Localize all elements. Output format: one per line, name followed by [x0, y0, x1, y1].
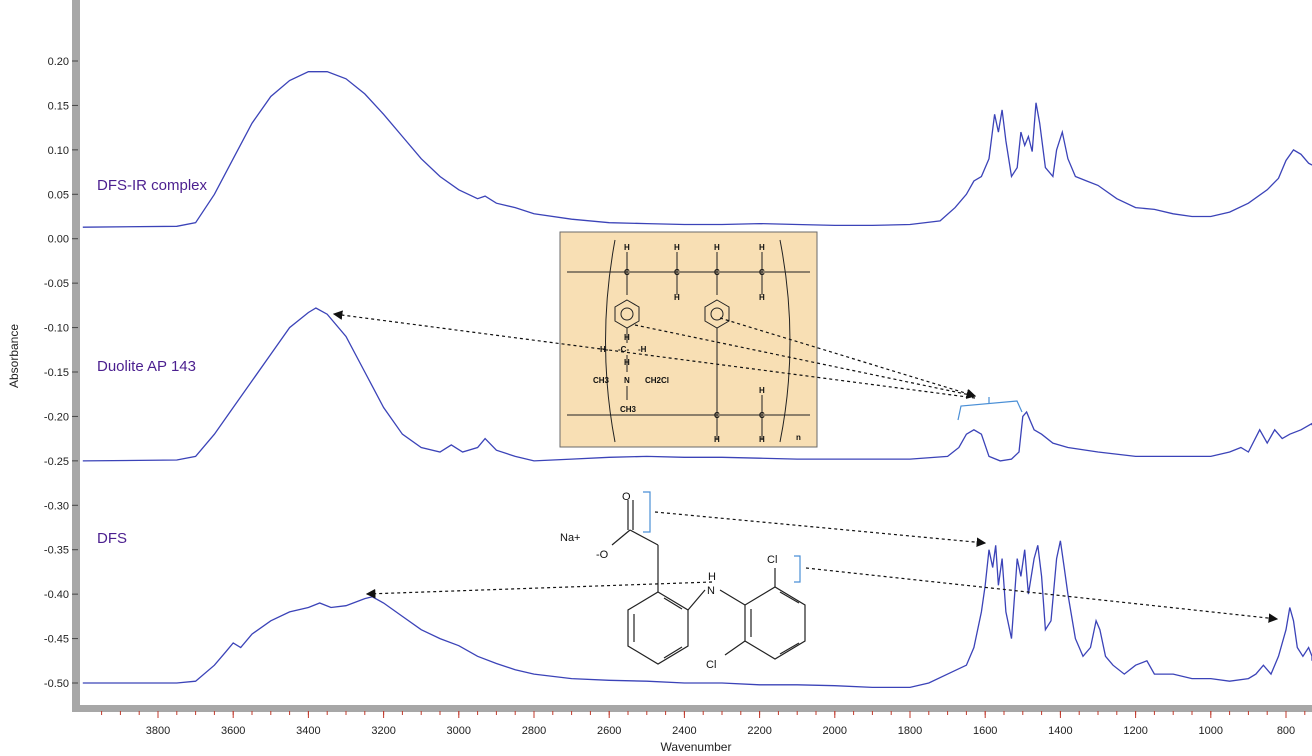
- y-axis-bar: [72, 0, 80, 712]
- x-tick-label: 2600: [597, 725, 621, 737]
- resin-label-c-mid: -C-: [618, 345, 629, 354]
- dfs-label-n: N: [707, 585, 715, 597]
- resin-label-n: N: [624, 376, 630, 385]
- y-tick-label: 0.15: [48, 100, 69, 112]
- x-tick-label: 3400: [296, 725, 320, 737]
- dfs-label-o-minus: -O: [596, 549, 609, 561]
- x-tick-label: 2800: [522, 725, 546, 737]
- dfs-structure: O Na+ -O H N Cl Cl: [560, 491, 806, 671]
- y-tick-label: 0.20: [48, 56, 69, 68]
- x-axis-bar: [72, 705, 1312, 712]
- resin-label-n-subscript: n: [796, 433, 801, 442]
- resin-label-ch3-bottom: CH3: [620, 405, 637, 414]
- arrow-cl-to-780: [805, 567, 1279, 623]
- x-tick-label: 800: [1277, 725, 1295, 737]
- x-tick-label: 3600: [221, 725, 245, 737]
- x-tick-label: 1600: [973, 725, 997, 737]
- dfs-label-cl-bottom: Cl: [706, 659, 716, 671]
- resin-label-h8: H: [624, 358, 630, 367]
- y-tick-label: -0.25: [44, 456, 69, 468]
- correlation-arrows: [332, 310, 1279, 623]
- resin-label-h4: H: [759, 243, 765, 252]
- arrow-carbonyl-to-1580: [654, 511, 987, 547]
- resin-label-ch2cl: CH2Cl: [645, 376, 669, 385]
- resin-label-h9: H: [759, 386, 765, 395]
- series-label-dfs: DFS: [97, 530, 127, 547]
- series-label-duolite: Duolite AP 143: [97, 358, 196, 375]
- x-tick-label: 1200: [1123, 725, 1147, 737]
- resin-structure-box: [559, 231, 818, 448]
- y-tick-label: -0.30: [44, 500, 69, 512]
- resin-label-h5: H: [674, 293, 680, 302]
- y-tick-label: -0.15: [44, 367, 69, 379]
- y-tick-label: 0.10: [48, 145, 69, 157]
- series-line-1: [82, 307, 1312, 462]
- resin-label-c4: C: [759, 268, 765, 277]
- series-label-dfs-ir-complex: DFS-IR complex: [97, 177, 208, 194]
- y-tick-label: 0.05: [48, 189, 69, 201]
- resin-label-h3: H: [714, 243, 720, 252]
- resin-label-h10: H: [714, 435, 720, 444]
- resin-label-h1: H: [624, 243, 630, 252]
- resin-label-c1: C: [624, 268, 630, 277]
- x-tick-label: 2000: [823, 725, 847, 737]
- x-axis-title: Wavenumber: [661, 740, 732, 754]
- resin-label-ch3-left: CH3: [593, 376, 610, 385]
- resin-label-h-right: -H: [638, 345, 647, 354]
- dfs-label-na: Na+: [560, 532, 581, 544]
- resin-label-h6: H: [759, 293, 765, 302]
- x-tick-label: 2200: [747, 725, 771, 737]
- arrow-nh-to-3250: [365, 581, 713, 599]
- x-tick-label: 3800: [146, 725, 170, 737]
- x-tick-label: 3200: [371, 725, 395, 737]
- dfs-label-cl-top: Cl: [767, 554, 777, 566]
- series-line-2: [82, 540, 1312, 689]
- y-tick-label: -0.05: [44, 278, 69, 290]
- resin-label-h2: H: [674, 243, 680, 252]
- resin-label-h7: H: [624, 333, 630, 342]
- bracket-resin-peaks: [957, 400, 1023, 421]
- y-axis-ticks: 0.20 0.15 0.10 0.05 0.00 -0.05 -0.10 -0.15 -0.20…: [44, 56, 78, 690]
- bracket-carbonyl: [643, 491, 651, 533]
- y-tick-label: -0.35: [44, 545, 69, 557]
- resin-structure: H H H H C C C C H H H- -C- -H H H CH3 N …: [559, 231, 818, 448]
- dfs-label-o: O: [622, 491, 631, 503]
- arrow-ring2-to-1500: [719, 317, 977, 399]
- y-tick-label: -0.10: [44, 323, 69, 335]
- y-tick-label: 0.00: [48, 234, 69, 246]
- dfs-label-h: H: [708, 571, 716, 583]
- x-axis-ticks: 3800 3600 3400 3200 3000 2800 2600 2400 2200 2000…: [101, 711, 1306, 737]
- series-line-0: [82, 71, 1312, 228]
- x-tick-label: 1800: [898, 725, 922, 737]
- y-tick-label: -0.45: [44, 634, 69, 646]
- x-tick-label: 3000: [447, 725, 471, 737]
- y-tick-label: -0.50: [44, 678, 69, 690]
- y-tick-label: -0.20: [44, 411, 69, 423]
- x-tick-label: 1000: [1199, 725, 1223, 737]
- x-tick-label: 2400: [672, 725, 696, 737]
- arrow-ring1-to-1500: [634, 324, 977, 399]
- peak-brackets: [643, 397, 1023, 583]
- y-tick-label: -0.40: [44, 589, 69, 601]
- resin-label-h11: H: [759, 435, 765, 444]
- resin-label-c6: C: [759, 411, 765, 420]
- bracket-chlorine: [794, 555, 801, 583]
- y-axis-title: Absorbance: [7, 324, 21, 388]
- x-tick-label: 1400: [1048, 725, 1072, 737]
- resin-label-c3: C: [714, 268, 720, 277]
- resin-label-c5: C: [714, 411, 720, 420]
- resin-label-c2: C: [674, 268, 680, 277]
